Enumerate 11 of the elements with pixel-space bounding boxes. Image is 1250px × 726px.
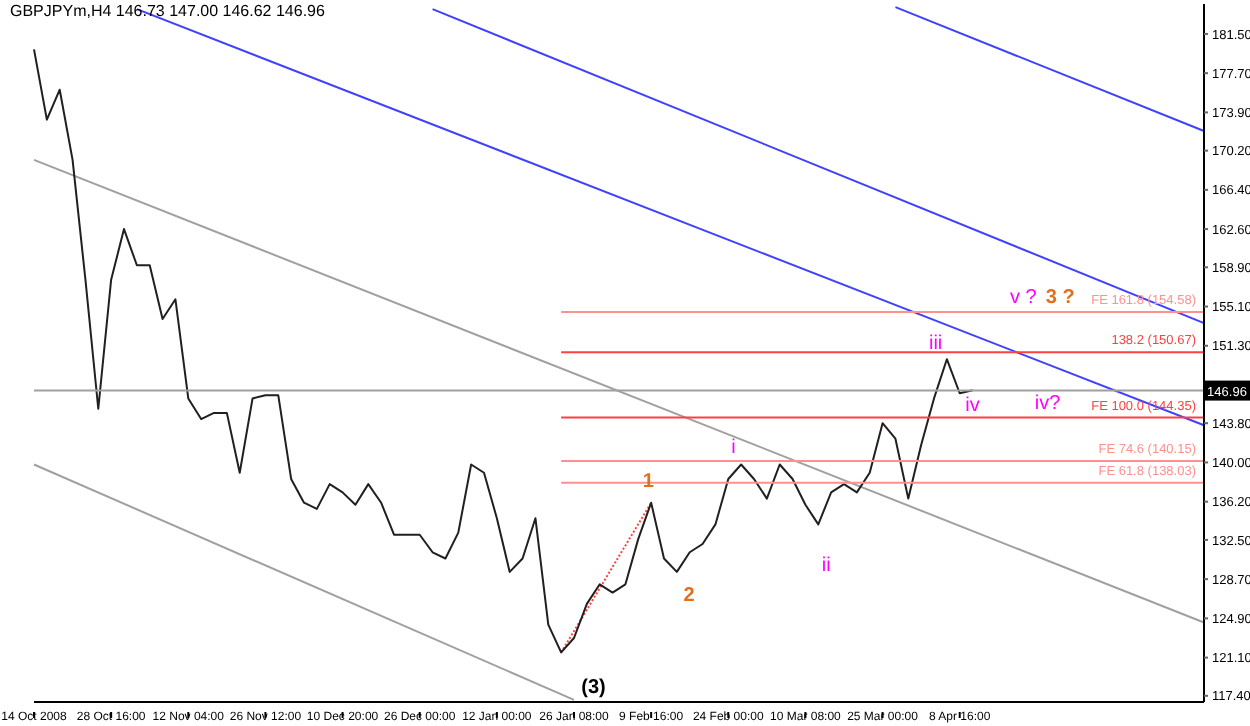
annotation: (3): [581, 677, 606, 699]
annotation: ii: [821, 555, 831, 578]
chart-title: GBPJPYm,H4 146.73 147.00 146.62 146.96: [10, 2, 325, 20]
annotation: 1: [642, 471, 654, 494]
annotation: iv?: [1034, 392, 1061, 415]
annotation: v ?: [1010, 286, 1037, 309]
annotation: iii: [928, 332, 943, 355]
annotation: i: [731, 437, 736, 460]
annotation: iv: [965, 394, 980, 417]
annotation: 2: [683, 584, 695, 607]
annotation: 3 ?: [1045, 286, 1075, 309]
